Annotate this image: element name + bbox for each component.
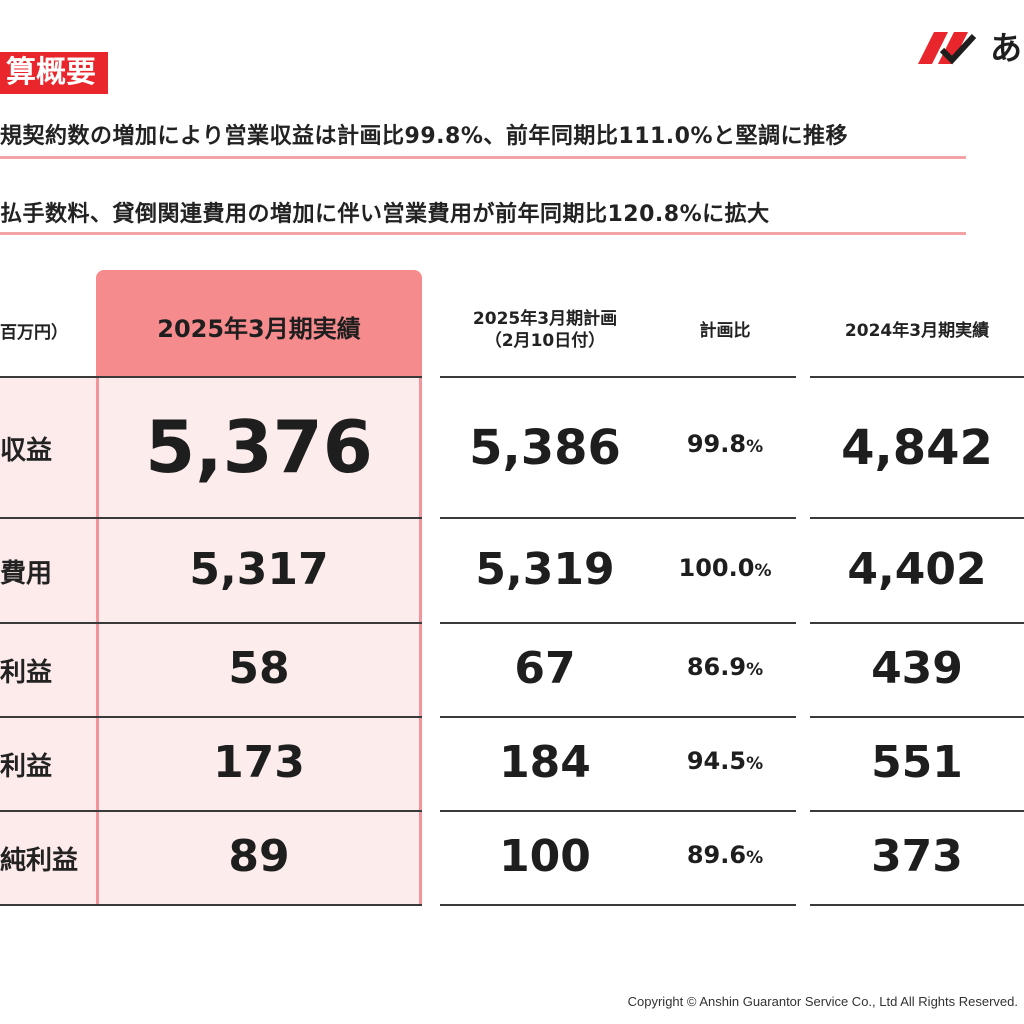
row-divider	[810, 716, 1024, 718]
row-divider	[0, 716, 422, 718]
plan-header-line2: （2月10日付）	[484, 331, 606, 351]
cell-ratio-revenue: 99.8%	[686, 430, 764, 458]
bullet-text-1: 規契約数の増加により営業収益は計画比99.8%、前年同期比111.0%と堅調に推…	[0, 124, 849, 149]
highlight-column-header	[96, 270, 422, 376]
page-title: 算概要	[0, 52, 108, 94]
row-label-expenses: 費用	[0, 559, 53, 589]
row-divider	[0, 376, 422, 378]
row-divider	[0, 517, 422, 519]
cell-actual-2025-net-profit: 89	[228, 831, 290, 882]
row-label-operating-profit: 利益	[0, 658, 53, 688]
row-label-revenue: 収益	[0, 436, 53, 466]
row-label-background	[0, 376, 96, 906]
cell-ratio-expenses: 100.0%	[678, 554, 772, 582]
row-divider	[0, 904, 422, 906]
row-divider	[810, 517, 1024, 519]
cell-actual-2024-expenses: 4,402	[847, 544, 987, 595]
cell-actual-2025-expenses: 5,317	[189, 544, 329, 595]
cell-actual-2024-revenue: 4,842	[841, 420, 993, 476]
row-divider	[440, 904, 796, 906]
row-divider	[440, 810, 796, 812]
bullet-underline	[0, 156, 966, 159]
cell-plan-2025-expenses: 5,319	[475, 544, 615, 595]
column-header-actual-2025: 2025年3月期実績	[157, 315, 361, 343]
row-divider	[810, 904, 1024, 906]
cell-plan-2025-operating-profit: 67	[514, 643, 576, 694]
row-divider	[0, 810, 422, 812]
unit-label: 百万円）	[0, 323, 68, 343]
row-divider	[810, 622, 1024, 624]
row-divider	[810, 810, 1024, 812]
row-divider	[440, 376, 796, 378]
plan-header-line1: 2025年3月期計画	[472, 309, 618, 329]
row-divider	[0, 622, 422, 624]
company-logo-icon	[918, 32, 977, 65]
cell-plan-2025-revenue: 5,386	[469, 420, 621, 476]
row-divider	[440, 517, 796, 519]
cell-actual-2025-ordinary-profit: 173	[213, 737, 305, 788]
row-divider	[440, 622, 796, 624]
row-divider	[440, 716, 796, 718]
logo-text: あ	[990, 29, 1023, 67]
cell-actual-2025-operating-profit: 58	[228, 643, 290, 694]
cell-ratio-net-profit: 89.6%	[686, 841, 764, 869]
bullet-text-2: 払手数料、貸倒関連費用の増加に伴い営業費用が前年同期比120.8%に拡大	[0, 202, 770, 227]
cell-ratio-operating-profit: 86.9%	[686, 653, 764, 681]
cell-ratio-ordinary-profit: 94.5%	[686, 747, 764, 775]
cell-actual-2024-operating-profit: 439	[871, 643, 963, 694]
row-label-ordinary-profit: 利益	[0, 752, 53, 782]
cell-actual-2024-net-profit: 373	[871, 831, 963, 882]
row-divider	[810, 376, 1024, 378]
cell-plan-2025-net-profit: 100	[499, 831, 591, 882]
column-header-actual-2024: 2024年3月期実績	[844, 321, 990, 341]
column-header-plan-2025: 2025年3月期計画 （2月10日付）	[440, 308, 650, 352]
copyright-text: Copyright © Anshin Guarantor Service Co.…	[627, 994, 1018, 1009]
cell-actual-2024-ordinary-profit: 551	[871, 737, 963, 788]
bullet-underline	[0, 232, 966, 235]
cell-actual-2025-revenue: 5,376	[145, 405, 373, 489]
cell-plan-2025-ordinary-profit: 184	[499, 737, 591, 788]
column-header-ratio: 計画比	[699, 321, 751, 341]
row-label-net-profit: 純利益	[0, 846, 79, 876]
highlight-column-body	[96, 376, 422, 906]
